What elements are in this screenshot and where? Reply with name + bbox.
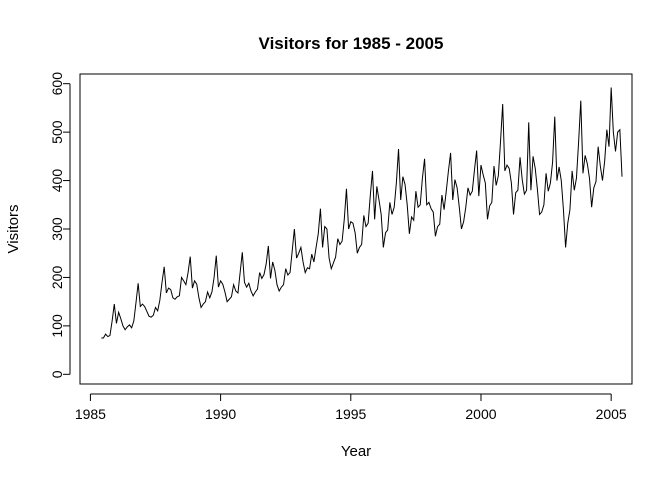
y-tick-label: 200 [49, 266, 65, 290]
x-tick-label: 1985 [75, 406, 106, 422]
y-tick-label: 300 [49, 217, 65, 241]
x-axis-label: Year [341, 443, 371, 460]
x-tick-label: 2005 [596, 406, 627, 422]
x-tick-label: 2000 [465, 406, 496, 422]
y-tick-label: 400 [49, 169, 65, 193]
x-tick-label: 1995 [335, 406, 366, 422]
y-tick-label: 100 [49, 314, 65, 338]
series-line-visitors [101, 87, 623, 339]
y-tick-label: 0 [49, 370, 65, 378]
plot-frame [79, 73, 633, 385]
x-tick-label: 1990 [205, 406, 236, 422]
chart-title: Visitors for 1985 - 2005 [259, 34, 444, 53]
y-axis: 0 100 200 300 400 500 600 [49, 72, 71, 378]
y-tick-label: 600 [49, 72, 65, 96]
y-axis-label: Visitors [5, 205, 22, 254]
x-axis: 1985 1990 1995 2000 2005 [75, 393, 627, 422]
y-tick-label: 500 [49, 120, 65, 144]
